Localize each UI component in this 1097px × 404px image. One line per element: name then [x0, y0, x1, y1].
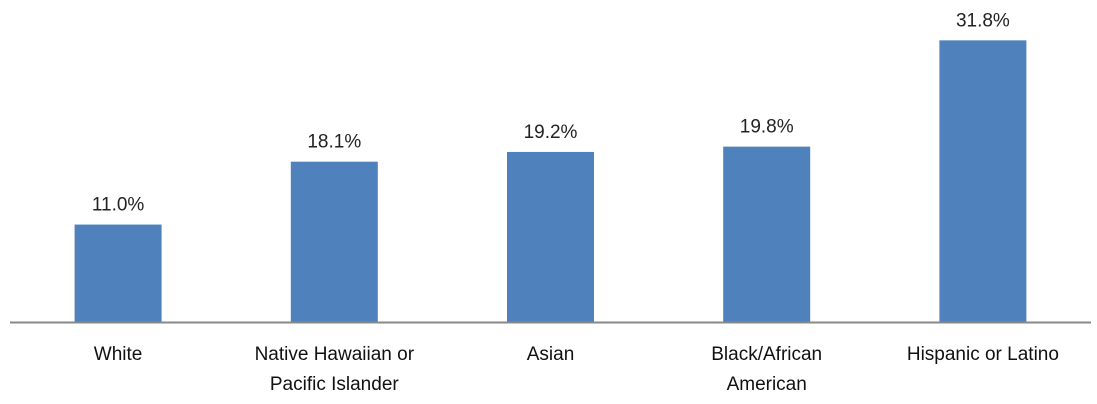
category-label-native-hawaiian-or-pacific-islander: Native Hawaiian or Pacific Islander: [255, 344, 415, 395]
bars-group: [74, 40, 1027, 322]
category-label-line: Native Hawaiian or: [255, 344, 415, 365]
value-label-asian: 19.2%: [524, 122, 578, 143]
category-label-black-african-american: Black/African American: [711, 344, 822, 395]
category-label-hispanic-or-latino: Hispanic or Latino: [907, 344, 1059, 365]
category-label-white: White: [94, 344, 143, 365]
value-label-white: 11.0%: [92, 195, 145, 216]
category-label-line: American: [727, 374, 807, 395]
category-labels-group: White Native Hawaiian or Pacific Islander A…: [94, 344, 1059, 395]
category-label-asian: Asian: [527, 344, 575, 365]
value-label-native-hawaiian-or-pacific-islander: 18.1%: [307, 132, 361, 153]
bar-native-hawaiian-or-pacific-islander: [290, 161, 378, 322]
bar-black-african-american: [723, 146, 811, 322]
bar-white: [74, 224, 162, 322]
category-label-line: Pacific Islander: [270, 374, 400, 395]
category-label-line: White: [94, 344, 143, 365]
category-label-line: Black/African: [711, 344, 822, 365]
bar-hispanic-or-latino: [939, 40, 1027, 322]
value-label-black-african-american: 19.8%: [740, 117, 794, 138]
value-label-hispanic-or-latino: 31.8%: [956, 10, 1010, 31]
category-label-line: Hispanic or Latino: [907, 344, 1059, 365]
value-labels-group: 11.0% 18.1% 19.2% 19.8% 31.8%: [92, 10, 1010, 215]
bar-asian: [507, 151, 594, 322]
category-label-line: Asian: [527, 344, 575, 365]
